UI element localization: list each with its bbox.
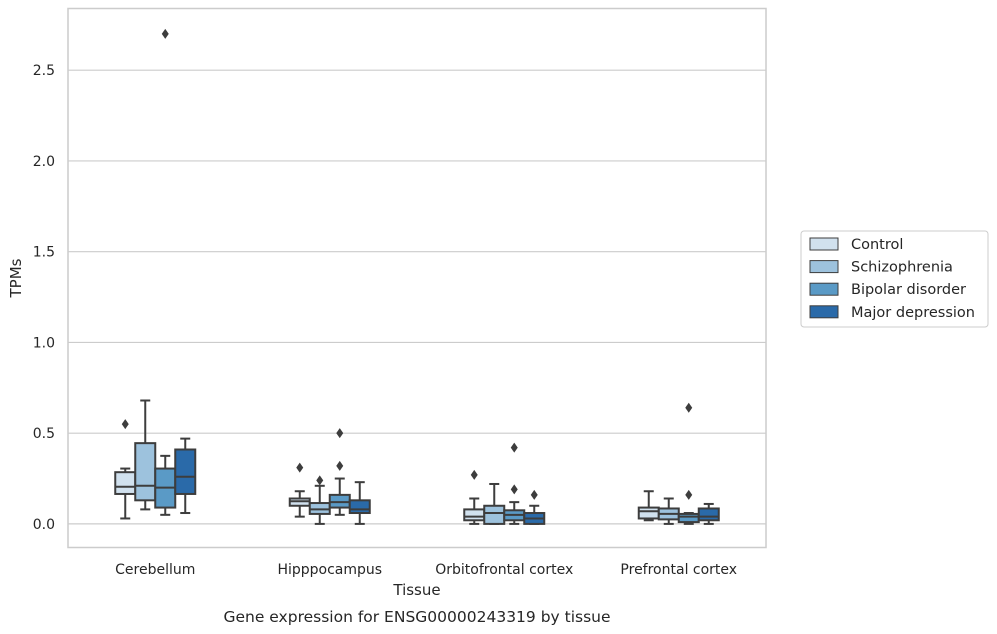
outlier-point: [161, 28, 169, 39]
outlier-point: [316, 475, 324, 486]
legend-item: Bipolar disorder: [809, 282, 966, 298]
legend-label: Control: [851, 237, 903, 253]
box-iqr: [697, 507, 720, 522]
box-group: [328, 428, 351, 516]
box-group: [308, 475, 331, 525]
plot-area-frame: [67, 7, 767, 549]
box-group: [697, 502, 720, 525]
box-group: [154, 28, 177, 516]
box-group: [657, 497, 680, 525]
legend-label: Schizophrenia: [851, 260, 953, 276]
y-tick-label: 2.0: [33, 154, 55, 170]
outlier-point: [470, 469, 478, 480]
gridlines: [68, 69, 766, 525]
legend-item: Control: [809, 237, 903, 253]
outlier-point: [530, 489, 538, 500]
legend-swatch: [809, 260, 839, 274]
legend-swatch: [809, 237, 839, 251]
x-tick-label: Prefrontal cortex: [620, 562, 737, 578]
x-axis-title: Tissue: [392, 581, 440, 599]
box-group: [677, 402, 700, 525]
legend-frame: [800, 230, 989, 328]
box-group: [463, 469, 486, 525]
y-tick-label: 2.5: [33, 63, 55, 79]
legend: Control Schizophrenia Bipolar disorder Majo…: [800, 230, 989, 328]
box-iqr: [348, 499, 371, 515]
outlier-point: [685, 489, 693, 500]
legend-swatch: [809, 282, 839, 296]
outlier-point: [336, 428, 344, 439]
y-tick-label: 1.5: [33, 245, 55, 261]
box-group: [114, 419, 137, 520]
legend-swatch: [809, 305, 839, 319]
legend-item: Schizophrenia: [809, 260, 953, 276]
box-iqr: [174, 448, 197, 495]
outlier-point: [296, 462, 304, 473]
box-iqr: [134, 442, 157, 502]
legend-label: Major depression: [851, 305, 975, 321]
y-axis-title: TPMs: [7, 258, 25, 298]
outlier-point: [510, 484, 518, 495]
y-tick-label: 0.5: [33, 426, 55, 442]
box-group: [503, 442, 526, 525]
outlier-point: [336, 460, 344, 471]
y-axis-tick-labels: 0.0 0.5 1.0 1.5 2.0 2.5: [33, 63, 55, 533]
y-tick-label: 1.0: [33, 335, 55, 351]
box-iqr: [677, 512, 700, 524]
box-plot-groups: [114, 28, 720, 525]
legend-label: Bipolar disorder: [851, 282, 966, 298]
box-group: [637, 490, 660, 522]
box-group: [134, 399, 157, 511]
outlier-point: [685, 402, 693, 413]
box-iqr: [483, 504, 506, 525]
box-iqr: [463, 508, 486, 522]
x-tick-label: Hipppocampus: [277, 562, 382, 578]
box-group: [348, 481, 371, 525]
box-group: [288, 462, 311, 518]
box-iqr: [637, 506, 660, 520]
outlier-point: [121, 419, 129, 430]
x-tick-label: Cerebellum: [115, 562, 195, 578]
box-group: [174, 437, 197, 515]
outlier-point: [510, 442, 518, 453]
legend-item: Major depression: [809, 305, 975, 321]
figure-caption: Gene expression for ENSG00000243319 by t…: [223, 608, 610, 626]
box-group: [483, 482, 506, 525]
x-axis-tick-labels: Cerebellum Hipppocampus Orbitofrontal cort…: [115, 562, 737, 578]
y-tick-label: 0.0: [33, 517, 55, 533]
x-tick-label: Orbitofrontal cortex: [435, 562, 573, 578]
box-iqr: [114, 471, 137, 495]
box-group: [523, 489, 546, 525]
